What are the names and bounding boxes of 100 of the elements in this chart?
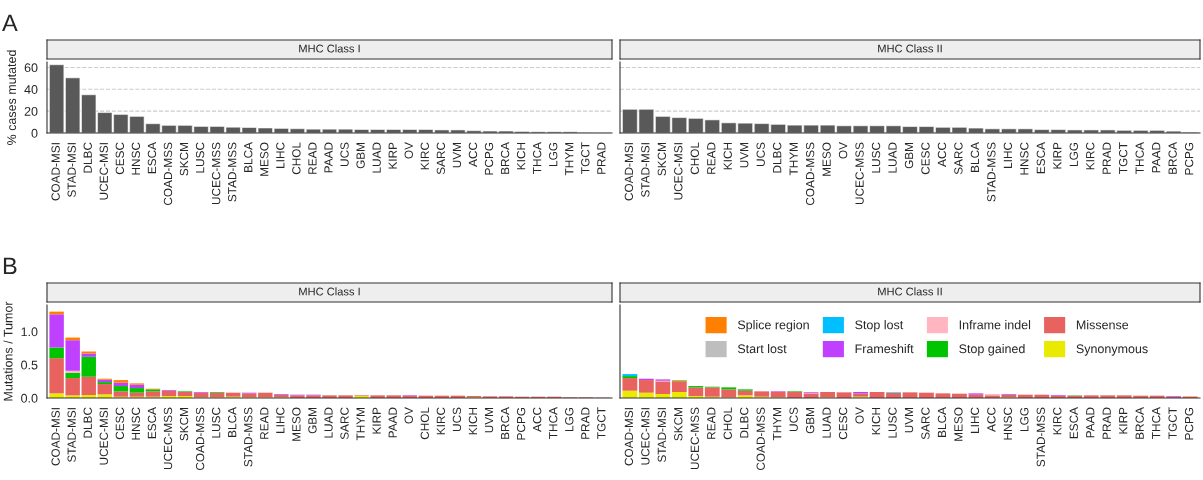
x-tick-label: SARC	[340, 407, 349, 440]
x-tick-label: HNSC	[131, 407, 141, 440]
x-tick-label: CHOL	[690, 142, 699, 175]
x-tick-label: LGG	[1069, 142, 1078, 166]
x-tick-label: MESO	[822, 142, 831, 176]
x-tick-label: BRCA	[1168, 142, 1177, 174]
x-tick-label: LUAD	[324, 407, 333, 438]
x-tick-label: OV	[838, 142, 848, 159]
x-tick-label: CHOL	[420, 407, 429, 440]
x-tick-label: ESCA	[147, 142, 157, 174]
x-tick-label: TGCT	[1119, 142, 1128, 174]
x-tick-label: PAAD	[388, 407, 397, 438]
x-tick-label: PAAD	[1086, 407, 1095, 438]
x-tick-label: THCA	[532, 142, 542, 174]
x-tick-label: BLCA	[970, 142, 980, 172]
chart-title: MHC Class I	[299, 44, 360, 53]
x-tick-label: PCPG	[1184, 407, 1194, 440]
x-tick-label: OV	[855, 407, 864, 424]
x-tick-label: READ	[308, 142, 317, 174]
x-tick-label: UCEC-MSI	[99, 143, 108, 200]
x-tick-label: BLCA	[937, 407, 947, 437]
y-tick-label: 0.5	[21, 360, 38, 370]
y-axis-title: Mutations / Tumor	[3, 301, 13, 401]
x-tick-label: PCPG	[484, 142, 494, 175]
y-axis-title: % cases mutated	[6, 50, 17, 145]
text: B	[3, 257, 17, 275]
legend-label: Frameshift	[855, 344, 914, 354]
x-tick-label: THCA	[549, 407, 558, 439]
x-tick-label: KIRC	[1086, 142, 1095, 170]
x-tick-label: LUSC	[871, 142, 881, 173]
x-tick-label: SKCM	[674, 408, 683, 441]
x-tick-label: KIRC	[436, 407, 446, 435]
y-tick-label: 60	[24, 63, 38, 73]
x-tick-label: UCEC-MSI	[641, 408, 650, 465]
x-tick-label: UVM	[904, 408, 914, 433]
chart-title: MHC Class I	[299, 287, 360, 296]
x-tick-label: KIRP	[1053, 142, 1062, 169]
legend-label: Stop gained	[959, 344, 1025, 356]
x-tick-label: THCA	[1135, 142, 1144, 174]
x-tick-label: KIRP	[388, 142, 397, 169]
x-tick-label: BRCA	[1135, 407, 1144, 439]
x-tick-label: UCEC-MSI	[674, 143, 683, 200]
y-tick-label: 0.0	[21, 393, 38, 403]
x-tick-label: SARC	[436, 142, 446, 175]
x-tick-label: STAD-MSI	[67, 408, 76, 463]
x-tick-label: LGG	[549, 142, 558, 166]
x-tick-label: LUSC	[888, 407, 897, 438]
x-tick-label: HNSC	[1003, 407, 1013, 440]
x-tick-label: GBM	[805, 408, 815, 434]
x-tick-label: MESO	[954, 407, 963, 441]
legend-label: Missense	[1076, 320, 1129, 330]
x-tick-label: MESO	[260, 142, 269, 176]
x-tick-label: PRAD	[597, 142, 606, 174]
x-tick-label: PAAD	[324, 142, 333, 173]
x-tick-label: MESO	[292, 407, 301, 441]
x-tick-label: COAD-MSS	[163, 142, 173, 206]
x-tick-label: LGG	[565, 407, 574, 431]
x-tick-label: ACC	[937, 142, 947, 167]
x-tick-label: BRCA	[500, 142, 510, 174]
x-tick-label: SKCM	[179, 408, 189, 441]
x-tick-label: GBM	[904, 143, 914, 169]
x-tick-label: CHOL	[292, 142, 301, 175]
x-tick-label: UCEC-MSS	[855, 142, 864, 205]
x-tick-label: STAD-MSS	[987, 142, 996, 202]
x-tick-label: LUSC	[211, 407, 221, 438]
x-tick-label: ESCA	[147, 407, 157, 439]
x-tick-label: UCS	[756, 142, 765, 167]
x-tick-label: ACC	[468, 142, 478, 167]
x-tick-label: KICH	[723, 142, 732, 170]
x-tick-label: UVM	[452, 143, 462, 168]
x-tick-label: HNSC	[1020, 142, 1029, 175]
x-tick-label: COAD-MSS	[756, 407, 765, 471]
x-tick-label: THCA	[1151, 407, 1161, 439]
x-tick-label: KIRP	[1119, 407, 1128, 434]
x-tick-label: PRAD	[1102, 407, 1111, 439]
x-tick-label: ACC	[987, 407, 996, 432]
x-tick-label: THYM	[773, 408, 782, 441]
x-tick-label: UCEC-MSS	[690, 407, 699, 470]
x-tick-label: OV	[404, 142, 413, 159]
x-tick-label: SKCM	[657, 143, 667, 176]
y-tick-label: 1.0	[21, 327, 38, 337]
x-tick-label: KIRC	[1053, 407, 1062, 435]
x-tick-label: BLCA	[228, 407, 237, 437]
x-tick-label: ESCA	[1069, 407, 1078, 439]
y-tick-label: 40	[24, 85, 38, 94]
x-tick-label: LUSC	[195, 142, 205, 173]
x-tick-label: CESC	[921, 142, 930, 175]
x-tick-label: KIRP	[372, 407, 381, 434]
legend-label: Stop lost	[855, 320, 904, 332]
x-tick-label: HNSC	[131, 142, 141, 175]
x-tick-label: COAD-MSS	[805, 142, 815, 206]
x-tick-label: LUAD	[372, 142, 381, 173]
y-tick-label: 0	[31, 128, 38, 138]
x-tick-label: READ	[707, 407, 716, 439]
x-tick-label: LIHC	[276, 407, 285, 433]
x-tick-label: READ	[707, 142, 716, 174]
x-tick-label: PRAD	[581, 407, 590, 439]
x-tick-label: CHOL	[723, 407, 732, 440]
x-tick-label: UVM	[740, 143, 749, 168]
legend-label: Start lost	[737, 344, 787, 354]
